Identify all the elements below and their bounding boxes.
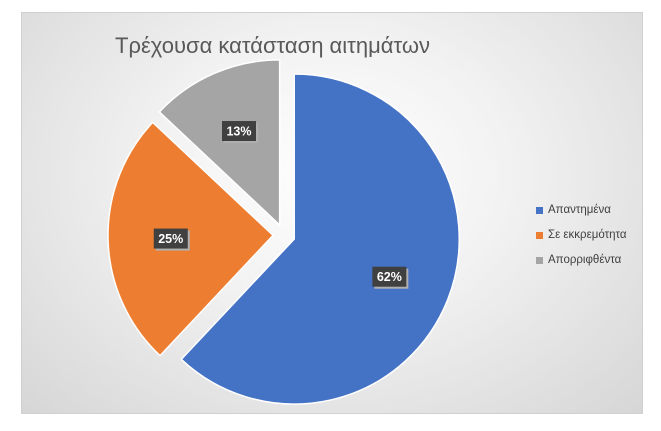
pie-slice-2 (107, 121, 275, 357)
legend-swatch (536, 231, 543, 239)
pie-slice-3 (158, 59, 281, 227)
pie-chart: 62% 25% 13% (107, 59, 460, 405)
legend-label: Απαντημένα (548, 204, 611, 216)
data-label-3: 13% (222, 121, 259, 144)
legend-item-1: Απαντημένα (536, 203, 627, 217)
legend-item-2: Σε εκκρεμότητα (536, 228, 627, 242)
legend-swatch (536, 206, 543, 214)
legend-label: Σε εκκρεμότητα (548, 229, 627, 241)
svg-text:25%: 25% (158, 232, 183, 246)
chart-title: Τρέχουσα κατάσταση αιτημάτων (115, 33, 431, 58)
legend-swatch (536, 256, 543, 264)
pie-slice-1 (180, 73, 460, 405)
legend-label: Απορριφθέντα (548, 254, 622, 266)
svg-text:62%: 62% (377, 270, 402, 284)
legend-item-3: Απορριφθέντα (536, 253, 627, 267)
data-label-1: 62% (372, 266, 409, 289)
chart-legend: Απαντημένα Σε εκκρεμότητα Απορριφθέντα (536, 203, 627, 278)
svg-text:13%: 13% (226, 125, 251, 139)
data-label-2: 25% (153, 228, 190, 251)
chart-area: Τρέχουσα κατάσταση αιτημάτων 62% 25% 13% Α… (21, 12, 643, 414)
